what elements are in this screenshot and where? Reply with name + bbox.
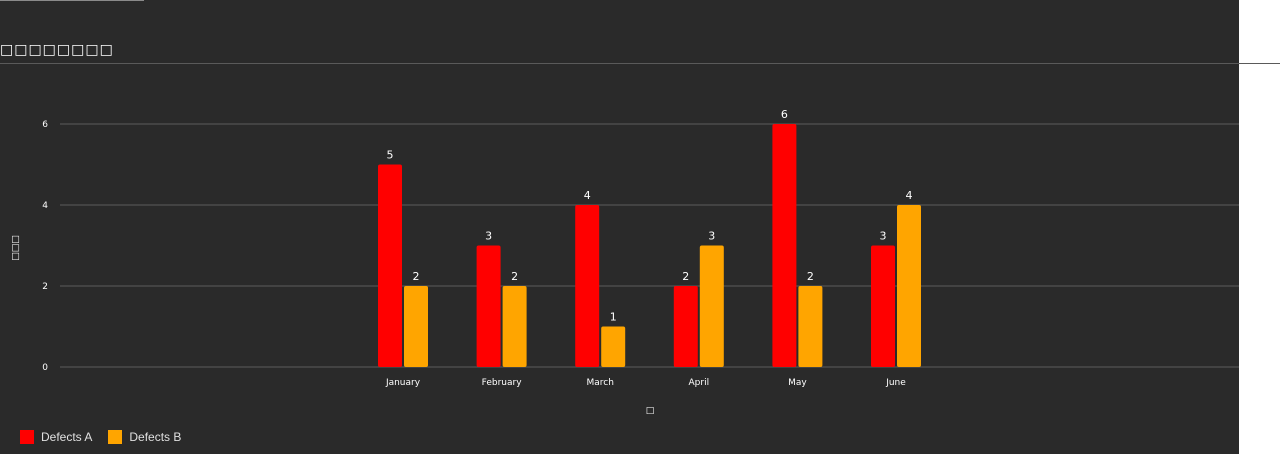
bar	[772, 124, 797, 367]
legend-item[interactable]: Defects A	[20, 430, 92, 444]
bar	[476, 245, 501, 367]
x-tick-label: June	[885, 378, 906, 388]
y-tick-label: 2	[42, 282, 48, 292]
data-label: 4	[584, 189, 591, 202]
data-label: 3	[880, 230, 887, 243]
bar	[502, 286, 527, 367]
bar	[897, 205, 921, 367]
bar	[575, 205, 600, 367]
x-tick-label: February	[482, 378, 523, 388]
bar	[798, 286, 823, 367]
data-label: 2	[511, 270, 518, 283]
bars	[378, 124, 921, 367]
data-label: 4	[906, 189, 913, 202]
bar	[601, 326, 626, 367]
bar-chart: 0 2 4 6 5 2 3 2 4 1 2 3 6 2 3 4 January February March Ap…	[11, 108, 1239, 416]
bar	[673, 286, 698, 367]
x-tick-label: May	[788, 378, 807, 388]
x-axis-ticks: January February March April May June	[385, 378, 906, 388]
data-label: 1	[610, 311, 617, 324]
bar	[378, 164, 402, 367]
y-axis-label: □□□	[11, 235, 21, 261]
y-tick-label: 6	[42, 120, 48, 130]
x-tick-label: April	[689, 378, 710, 388]
legend-item[interactable]: Defects B	[108, 430, 181, 444]
data-label: 6	[781, 108, 788, 121]
data-label: 3	[485, 230, 492, 243]
legend-swatch	[108, 430, 123, 444]
legend-label: Defects A	[41, 430, 93, 444]
chart-panel	[0, 0, 1239, 454]
top-tab-indicator	[0, 0, 144, 1]
legend-label: Defects B	[129, 430, 182, 444]
legend: Defects A Defects B	[20, 430, 181, 444]
data-label: 3	[708, 230, 715, 243]
gridlines	[60, 123, 1239, 368]
bar	[871, 245, 895, 367]
bar	[404, 286, 428, 367]
y-tick-label: 0	[42, 363, 48, 373]
data-label: 2	[413, 270, 420, 283]
title-divider	[0, 63, 1280, 64]
data-label: 2	[807, 270, 814, 283]
bar	[699, 245, 724, 367]
chart-title: □□□□□□□□	[0, 42, 114, 58]
legend-swatch	[20, 430, 34, 444]
x-axis-label: □	[646, 406, 655, 416]
data-label: 2	[682, 270, 689, 283]
y-tick-label: 4	[42, 201, 48, 211]
data-labels: 5 2 3 2 4 1 2 3 6 2 3 4	[387, 108, 913, 324]
y-axis-ticks: 0 2 4 6	[42, 120, 48, 373]
data-label: 5	[387, 149, 394, 162]
x-tick-label: March	[586, 378, 613, 388]
x-tick-label: January	[385, 378, 421, 388]
